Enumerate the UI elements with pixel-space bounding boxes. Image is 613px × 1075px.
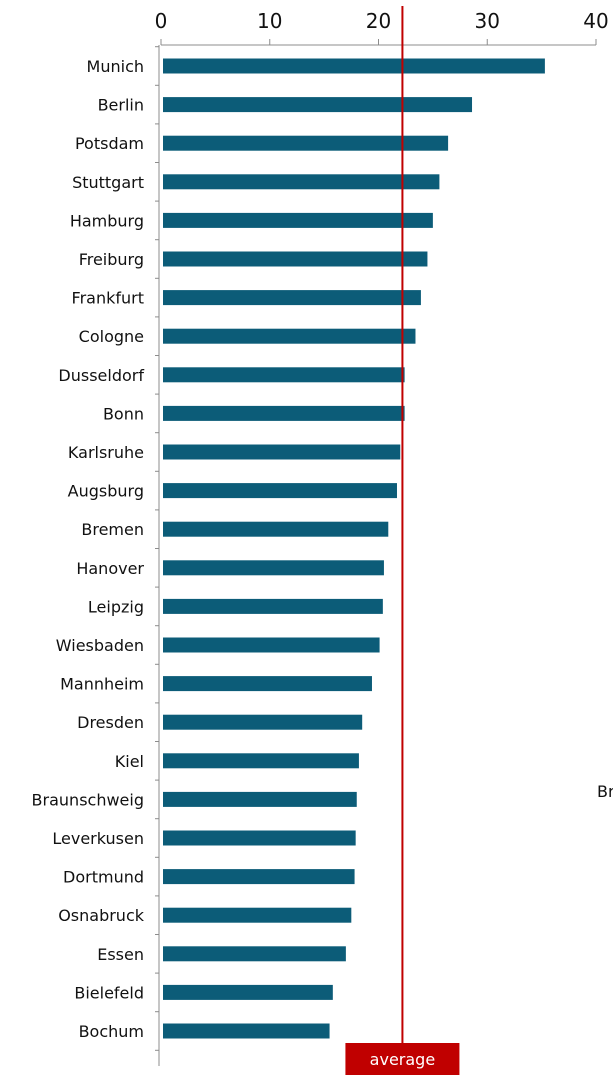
bar [163,753,359,769]
bar [163,97,473,113]
bar [163,174,440,190]
bar [163,521,389,537]
bar [163,907,352,923]
x-tick-label: 20 [366,9,391,33]
average-label-box [345,1043,460,1075]
category-label: Bochum [79,1022,144,1041]
bar [163,58,545,74]
bar [163,830,356,846]
bar [163,1023,330,1039]
bar [163,483,397,499]
category-label: Bielefeld [74,983,144,1002]
bar [163,405,405,421]
category-label: Augsburg [68,482,144,501]
category-label: Frankfurt [72,289,144,308]
bar [163,328,416,344]
x-tick-label: 0 [155,9,168,33]
category-label: Freiburg [79,250,144,269]
category-label: Berlin [98,96,144,115]
bar [163,869,355,885]
bar [163,290,421,306]
category-label: Braunschweig [32,790,144,809]
category-label: Leverkusen [52,829,144,848]
bar [163,714,363,730]
category-label: Leipzig [88,597,144,616]
category-label: Dusseldorf [58,366,144,385]
category-label: Potsdam [75,134,144,153]
bar [163,946,346,962]
bar [163,676,372,692]
bar [163,598,383,614]
category-label: Wiesbaden [56,636,144,655]
category-label: Dresden [77,713,144,732]
bar [163,637,380,653]
category-label: Hamburg [70,211,144,230]
category-labels: Munich Berlin Potsdam Stuttgart Hamburg Freib… [32,57,145,1041]
bar [163,791,357,807]
x-tick-label: 40 [583,9,608,33]
category-label: Stuttgart [72,173,144,192]
category-label: Bonn [103,404,144,423]
bar [163,367,405,383]
bar [163,560,384,576]
category-label: Kiel [115,752,144,771]
category-label: Hanover [76,559,144,578]
bar [163,135,449,151]
clipped-label: Br [597,782,613,801]
category-label: Osnabruck [58,906,145,925]
axis: 0 10 20 30 40 [155,9,609,1066]
category-label: Essen [97,945,144,964]
category-label: Cologne [79,327,144,346]
bars [163,58,545,1039]
bar [163,212,433,228]
category-label: Mannheim [60,675,144,694]
category-label: Karlsruhe [68,443,144,462]
x-tick-label: 30 [475,9,500,33]
average-label: average [370,1050,436,1069]
category-label: Munich [87,57,144,76]
bar [163,251,428,267]
x-tick-label: 10 [257,9,282,33]
average-marker: average [345,6,460,1075]
bar [163,984,333,1000]
bar [163,444,401,460]
category-label: Bremen [81,520,144,539]
category-label: Dortmund [63,868,144,887]
